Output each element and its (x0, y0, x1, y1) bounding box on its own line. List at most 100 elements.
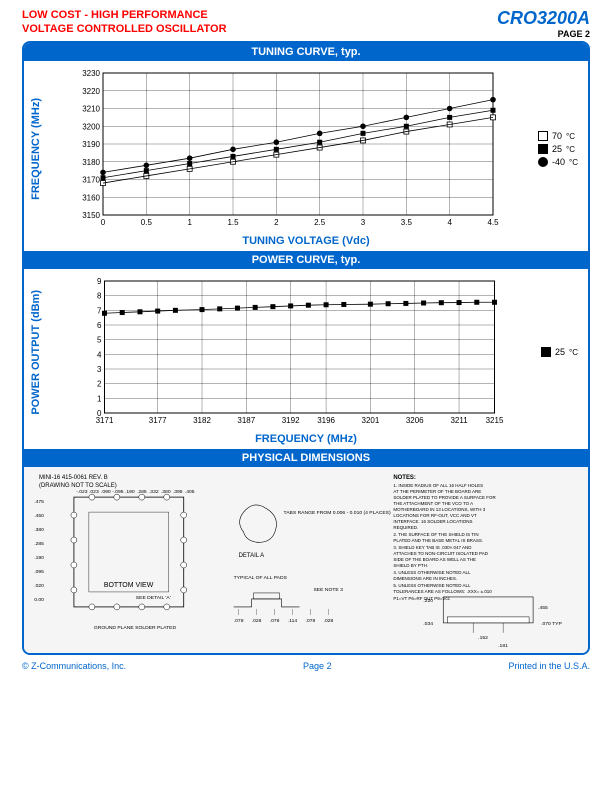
footer-center: Page 2 (303, 661, 332, 671)
power-ylabel: POWER OUTPUT (dBm) (28, 290, 44, 415)
legend-70: 70 °C (538, 131, 578, 141)
square-filled-icon (541, 347, 551, 357)
svg-text:8: 8 (97, 292, 102, 301)
svg-text:3160: 3160 (82, 193, 100, 202)
footer-right: Printed in the U.S.A. (508, 661, 590, 671)
legend-25: 25 °C (538, 144, 578, 154)
phys-title: PHYSICAL DIMENSIONS (24, 449, 588, 467)
svg-text:1.5: 1.5 (227, 218, 239, 227)
svg-text:SHIELD BY PTH.: SHIELD BY PTH. (393, 563, 428, 568)
svg-text:.285: .285 (34, 541, 44, 547)
svg-text:9: 9 (97, 277, 102, 286)
svg-text:1. INSIDE RADIUS OF ALL 16 HAL: 1. INSIDE RADIUS OF ALL 16 HALF HOLES (393, 483, 483, 488)
svg-text:3206: 3206 (406, 416, 424, 425)
power-legend: 25 °C (535, 344, 584, 360)
power-xlabel: FREQUENCY (MHz) (24, 431, 588, 449)
svg-text:4: 4 (447, 218, 452, 227)
svg-text:.395: .395 (173, 489, 183, 495)
svg-text:3187: 3187 (237, 416, 255, 425)
svg-text:.095: .095 (34, 569, 44, 575)
page-top: PAGE 2 (497, 29, 590, 39)
svg-text:3180: 3180 (82, 158, 100, 167)
power-svg: 3171317731823187319231963201320632113215… (44, 273, 535, 431)
svg-text:.455: .455 (538, 605, 548, 611)
svg-text:PLATED AND THE BASE METAL IS B: PLATED AND THE BASE METAL IS BRASS. (393, 538, 483, 543)
power-title: POWER CURVE, typ. (24, 251, 588, 269)
tuning-xlabel: TUNING VOLTAGE (Vdc) (24, 233, 588, 251)
title-line1: LOW COST - HIGH PERFORMANCE (22, 8, 227, 22)
legend-p25: 25 °C (541, 347, 578, 357)
svg-text:.380: .380 (161, 489, 171, 495)
svg-text:TYPICAL OF ALL PADS: TYPICAL OF ALL PADS (234, 575, 288, 581)
svg-text:.090: .090 (101, 489, 111, 495)
svg-text:BOTTOM VIEW: BOTTOM VIEW (104, 582, 154, 589)
svg-text:3190: 3190 (82, 140, 100, 149)
svg-text:.380: .380 (34, 527, 44, 533)
svg-text:SOLDER PLATED TO PROVIDE A SUR: SOLDER PLATED TO PROVIDE A SURFACE FOR (393, 495, 496, 500)
svg-text:2. THE SURFACE OF THE SHIELD I: 2. THE SURFACE OF THE SHIELD IS TIN (393, 532, 478, 537)
svg-text:.332: .332 (149, 489, 159, 495)
svg-text:2: 2 (274, 218, 279, 227)
svg-text:0.5: 0.5 (141, 218, 153, 227)
svg-text:ATTACHES TO NON-CIRCUIT ISOLAT: ATTACHES TO NON-CIRCUIT ISOLATED PAD (393, 551, 488, 556)
svg-text:.078: .078 (270, 618, 280, 624)
svg-text:.405: .405 (185, 489, 195, 495)
svg-text:NOTES:: NOTES: (393, 475, 416, 481)
svg-text:3200: 3200 (82, 122, 100, 131)
tuning-chart: FREQUENCY (MHz) 00.511.522.533.544.53150… (24, 61, 588, 233)
svg-text:MOTHERBOARD IN 13 LOCATIONS, W: MOTHERBOARD IN 13 LOCATIONS, WITH 3 (393, 507, 485, 512)
svg-text:3210: 3210 (82, 105, 100, 114)
svg-text:.181: .181 (498, 643, 508, 649)
svg-text:.028: .028 (324, 618, 334, 624)
svg-text:LOCATIONS FOR RF-OUT, VCC AND: LOCATIONS FOR RF-OUT, VCC AND VT (393, 513, 477, 518)
svg-text:.450: .450 (34, 513, 44, 519)
phys-drawing: MINI-16 415-0061 REV. B(DRAWING NOT TO S… (24, 467, 588, 653)
svg-text:.070 TYP: .070 TYP (541, 621, 562, 627)
svg-text:7: 7 (97, 306, 102, 315)
svg-text:3.5: 3.5 (401, 218, 413, 227)
svg-text:6: 6 (97, 321, 102, 330)
svg-text:.475: .475 (34, 499, 44, 505)
svg-text:TABS RANGE FROM 0.006 - 0.010: TABS RANGE FROM 0.006 - 0.010 (4 PLACES) (284, 510, 391, 516)
svg-text:P1=VT P6=RF OUT P9=Vcc: P1=VT P6=RF OUT P9=Vcc (393, 596, 450, 601)
svg-text:SIDE OF THE BOARD AS WELL AS T: SIDE OF THE BOARD AS WELL AS THE (393, 557, 476, 562)
svg-text:3196: 3196 (317, 416, 335, 425)
svg-text:4. UNLESS OTHERWISE NOTED ALL: 4. UNLESS OTHERWISE NOTED ALL (393, 570, 471, 575)
header-title: LOW COST - HIGH PERFORMANCE VOLTAGE CONT… (22, 8, 227, 37)
tuning-ylabel: FREQUENCY (MHz) (28, 98, 44, 200)
svg-text:.152: .152 (478, 635, 488, 641)
svg-text:.028: .028 (252, 618, 262, 624)
svg-text:.114: .114 (288, 618, 298, 624)
svg-text:3182: 3182 (193, 416, 211, 425)
svg-text:REQUIRED.: REQUIRED. (393, 525, 418, 530)
svg-text:.020: .020 (34, 583, 44, 589)
svg-text:3: 3 (97, 365, 102, 374)
svg-text:3. SHIELD KEY TAB IS .030×.047: 3. SHIELD KEY TAB IS .030×.047 AND (393, 545, 472, 550)
svg-text:DETAIL A: DETAIL A (239, 553, 265, 559)
svg-text:3201: 3201 (362, 416, 380, 425)
svg-text:.190: .190 (125, 489, 135, 495)
svg-text:.023: .023 (89, 489, 99, 495)
svg-text:1: 1 (97, 394, 102, 403)
circle-filled-icon (538, 157, 548, 167)
svg-text:INTERFACE. 16 SOLDER LOCATIONS: INTERFACE. 16 SOLDER LOCATIONS (393, 519, 472, 524)
title-line2: VOLTAGE CONTROLLED OSCILLATOR (22, 22, 227, 36)
header-right: CRO3200A PAGE 2 (497, 8, 590, 39)
svg-text:2.5: 2.5 (314, 218, 326, 227)
svg-text:.034: .034 (423, 621, 433, 627)
header: LOW COST - HIGH PERFORMANCE VOLTAGE CONT… (0, 0, 612, 39)
svg-text:THE ATTACHMENT OF THE VCO TO A: THE ATTACHMENT OF THE VCO TO A (393, 501, 473, 506)
svg-text:GROUND PLANE SOLDER PLATED: GROUND PLANE SOLDER PLATED (94, 625, 177, 631)
tuning-legend: 70 °C 25 °C -40 °C (532, 128, 584, 170)
svg-text:.078: .078 (306, 618, 316, 624)
svg-text:SEE DETAIL 'A': SEE DETAIL 'A' (136, 595, 171, 601)
square-filled-icon (538, 144, 548, 154)
svg-text:1: 1 (187, 218, 192, 227)
svg-text:3177: 3177 (149, 416, 167, 425)
svg-text:0: 0 (97, 409, 102, 418)
tuning-title: TUNING CURVE, typ. (24, 43, 588, 61)
svg-text:-.023: -.023 (76, 489, 88, 495)
footer: © Z-Communications, Inc. Page 2 Printed … (0, 659, 612, 673)
svg-text:.078: .078 (234, 618, 244, 624)
svg-text:4.5: 4.5 (487, 218, 499, 227)
